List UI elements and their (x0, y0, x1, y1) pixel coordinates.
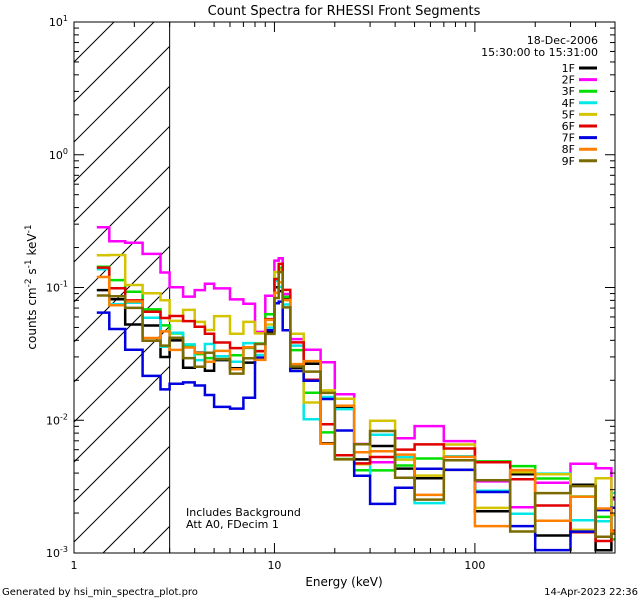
legend-label-6F: 6F (562, 120, 575, 133)
series-line-1F (96, 285, 615, 552)
series-layer (96, 226, 615, 552)
y-axis-label: counts cm-2 s-1 keV-1 (24, 224, 39, 349)
series-line-3F (96, 265, 615, 541)
legend-label-8F: 8F (562, 143, 575, 156)
axes: 1 10 100 101 100 10-1 10-2 10-3 (46, 14, 616, 572)
annotation-attenuator: Att A0, FDecim 1 (186, 518, 279, 531)
y-axis-label-exp3: -1 (24, 224, 34, 233)
y-tick-label: 101 (49, 14, 68, 29)
chart-title: Count Spectra for RHESSI Front Segments (208, 4, 481, 19)
y-axis-label-exp1: -2 (24, 278, 34, 287)
x-tick-label: 10 (267, 559, 281, 572)
y-axis-label-base: counts cm (25, 287, 39, 349)
legend-label-2F: 2F (562, 74, 575, 87)
annotation-background: Includes Background (186, 506, 301, 519)
footer-timestamp: 14-Apr-2023 22:36 (544, 587, 638, 598)
series-line-7F (96, 300, 615, 552)
y-tick-label: 10-2 (46, 412, 68, 427)
legend-label-5F: 5F (562, 108, 575, 121)
legend-label-3F: 3F (562, 85, 575, 98)
y-tick-label: 10-1 (46, 280, 68, 295)
x-axis-label: Energy (keV) (305, 575, 382, 589)
y-axis-label-mid2: keV (25, 233, 39, 260)
legend-label-7F: 7F (562, 132, 575, 145)
series-line-5F (96, 253, 615, 532)
series-line-9F (96, 270, 615, 538)
date-label: 18-Dec-2006 (527, 34, 598, 47)
y-axis-label-mid1: s (25, 268, 39, 278)
x-tick-label: 1 (71, 559, 78, 572)
y-tick-label: 10-3 (46, 545, 68, 560)
footer-generated-by: Generated by hsi_min_spectra_plot.pro (2, 587, 198, 598)
series-line-6F (96, 262, 615, 543)
y-tick-label: 100 (49, 147, 68, 162)
y-axis-label-exp2: -1 (24, 259, 34, 268)
time-range-label: 15:30:00 to 15:31:00 (481, 46, 598, 59)
legend-label-1F: 1F (562, 62, 575, 75)
x-tick-label: 100 (464, 559, 485, 572)
legend-label-4F: 4F (562, 97, 575, 110)
legend-label-9F: 9F (562, 155, 575, 168)
